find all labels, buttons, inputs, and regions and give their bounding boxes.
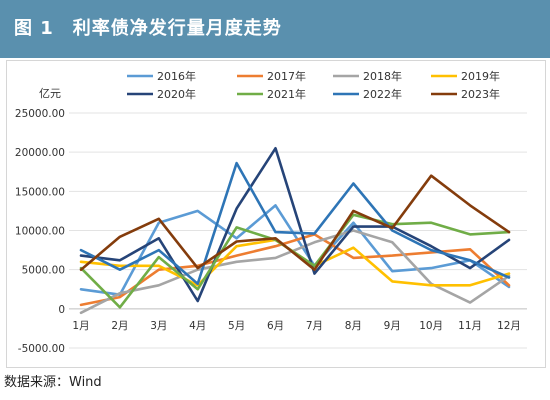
series-line xyxy=(79,204,511,296)
legend-label: 2023年 xyxy=(461,87,500,101)
source-note: 数据来源：Wind xyxy=(4,375,102,390)
chart-frame: -5000.00 0 5000.00 10000.00 15000.00 20000.00… xyxy=(6,60,546,368)
legend-label: 2017年 xyxy=(267,69,306,83)
x-tick-label: 12月 xyxy=(497,320,521,332)
x-tick-label: 9月 xyxy=(384,320,401,332)
x-tick-label: 6月 xyxy=(267,320,284,332)
header-bar: 图 1 利率债净发行量月度走势 xyxy=(0,0,550,58)
x-tick-label: 10月 xyxy=(419,320,443,332)
y-tick-label: 5000.00 xyxy=(22,265,65,277)
y-tick-label: 25000.00 xyxy=(15,108,65,120)
figure-title: 图 1 利率债净发行量月度走势 xyxy=(14,18,282,39)
series-line xyxy=(79,229,511,315)
x-tick-label: 7月 xyxy=(306,320,323,332)
legend-label: 2022年 xyxy=(363,87,402,101)
legend-label: 2018年 xyxy=(363,69,402,83)
x-tick-label: 5月 xyxy=(228,320,245,332)
x-tick-label: 8月 xyxy=(345,320,362,332)
x-tick-label: 3月 xyxy=(150,320,167,332)
series-line xyxy=(79,213,511,309)
legend-label: 2019年 xyxy=(461,69,500,83)
x-tick-label: 1月 xyxy=(72,320,89,332)
x-tick-label: 2月 xyxy=(111,320,128,332)
legend-label: 2016年 xyxy=(157,69,196,83)
y-axis-label: 亿元 xyxy=(39,87,61,100)
legend-label: 2021年 xyxy=(267,87,306,101)
series-line xyxy=(79,147,511,303)
x-tick-label: 11月 xyxy=(458,320,482,332)
line-chart: -5000.00 0 5000.00 10000.00 15000.00 20000.00… xyxy=(15,69,527,355)
y-tick-label: 20000.00 xyxy=(15,147,65,159)
series-line xyxy=(79,174,511,271)
y-tick-label: 10000.00 xyxy=(15,226,65,238)
y-tick-label: 0 xyxy=(58,304,65,316)
y-tick-label: -5000.00 xyxy=(18,343,65,355)
series-line xyxy=(79,161,511,286)
y-tick-label: 15000.00 xyxy=(15,186,65,198)
legend-label: 2020年 xyxy=(157,87,196,101)
x-tick-label: 4月 xyxy=(189,320,206,332)
